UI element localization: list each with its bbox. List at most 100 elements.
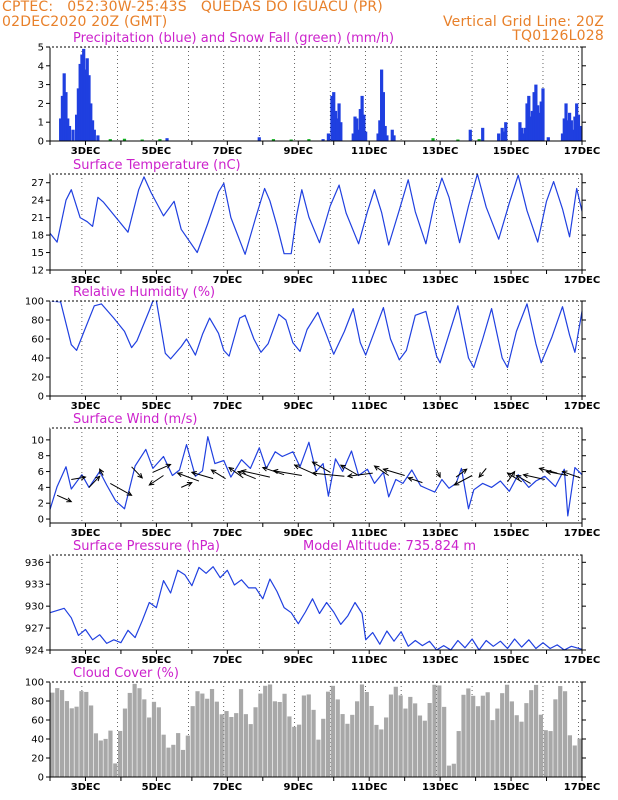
precip-bar bbox=[569, 120, 573, 141]
cloud-bar bbox=[384, 717, 389, 777]
cloud-bar bbox=[495, 708, 500, 777]
y-tick-label: 933 bbox=[25, 580, 44, 591]
precip-bar bbox=[571, 129, 575, 141]
precip-bar bbox=[330, 95, 334, 141]
x-tick-label: 15DEC bbox=[493, 275, 529, 286]
precip-bar bbox=[578, 125, 582, 141]
panel-2: 0 20 40 60 80 100 3DEC 5DEC 7DEC 9DEC 11DEC 13DEC 15… bbox=[25, 285, 600, 412]
wind-arrow bbox=[311, 461, 331, 473]
y-tick-label: 5 bbox=[38, 43, 44, 54]
cloud-bar bbox=[292, 726, 297, 777]
cloud-bar bbox=[567, 735, 573, 777]
precip-bar bbox=[87, 75, 91, 141]
plot-frame bbox=[49, 554, 583, 651]
wind-arrow bbox=[455, 468, 468, 478]
wind-arrow bbox=[506, 472, 522, 483]
x-tick-label: 13DEC bbox=[422, 146, 458, 157]
x-tick-label: 5DEC bbox=[142, 782, 171, 793]
precip-bar bbox=[468, 129, 472, 141]
cloud-bar bbox=[514, 715, 519, 777]
plot-frame bbox=[49, 173, 583, 271]
x-tick-label: 15DEC bbox=[493, 401, 529, 412]
precip-bar bbox=[355, 118, 359, 141]
precip-bar bbox=[339, 122, 343, 141]
cloud-bar bbox=[50, 692, 55, 777]
wind-arrow bbox=[515, 474, 531, 484]
wind-arrow bbox=[190, 471, 214, 480]
cloud-bar bbox=[451, 763, 456, 777]
cloud-bar bbox=[229, 716, 234, 777]
cloud-bar bbox=[379, 729, 384, 777]
y-tick-label: 4 bbox=[38, 61, 44, 72]
y-tick-label: 927 bbox=[25, 624, 44, 635]
cloud-bar bbox=[282, 693, 287, 777]
x-tick-label: 15DEC bbox=[493, 146, 529, 157]
cloud-bar bbox=[267, 684, 273, 777]
cloud-bar bbox=[103, 738, 108, 777]
precip-bar bbox=[75, 114, 79, 141]
panel-title: Surface Wind (m/s) bbox=[73, 412, 197, 427]
cloud-bar bbox=[480, 695, 485, 777]
cloud-bar bbox=[55, 688, 60, 777]
precip-bar bbox=[564, 103, 568, 141]
cloud-bar bbox=[113, 763, 118, 777]
precip-bar bbox=[566, 120, 570, 141]
cloud-bar bbox=[287, 716, 292, 777]
wind-arrow bbox=[522, 473, 545, 480]
cloud-bar bbox=[311, 709, 316, 777]
cloud-bar bbox=[398, 695, 403, 777]
precip-bar bbox=[504, 122, 508, 141]
x-tick-label: 5DEC bbox=[142, 401, 171, 412]
y-tick-label: 0 bbox=[38, 137, 44, 148]
panel-0: 0 1 2 3 4 5 3DEC 5DEC 7DEC 9DEC 11DEC 13DEC 15DEC 17D… bbox=[38, 31, 601, 157]
wind-arrow bbox=[148, 475, 164, 486]
cloud-bar bbox=[219, 714, 224, 777]
precip-bar bbox=[534, 84, 538, 141]
cloud-bar bbox=[98, 740, 103, 777]
precip-bar bbox=[546, 137, 550, 141]
x-tick-label: 3DEC bbox=[71, 401, 100, 412]
wind-arrow bbox=[152, 463, 172, 473]
y-tick-label: 1 bbox=[38, 118, 44, 129]
precip-bar bbox=[83, 69, 88, 141]
precip-bar bbox=[351, 133, 355, 141]
y-tick-label: 2 bbox=[38, 499, 44, 510]
x-tick-label: 5DEC bbox=[142, 528, 171, 539]
precip-bar bbox=[85, 58, 89, 141]
snow-bar bbox=[108, 139, 112, 141]
cloud-bar bbox=[258, 693, 263, 777]
cloud-bar bbox=[272, 701, 277, 777]
cloud-bar bbox=[296, 724, 302, 777]
cloud-bar bbox=[321, 718, 326, 777]
precip-bar bbox=[89, 103, 93, 141]
precip-bar bbox=[380, 69, 384, 141]
cloud-bar bbox=[277, 701, 282, 777]
wind-arrow bbox=[382, 467, 405, 476]
cloud-bar bbox=[108, 730, 113, 777]
cloud-bar bbox=[224, 711, 229, 777]
cloud-bar bbox=[466, 688, 471, 777]
cloud-bar bbox=[553, 699, 558, 777]
wind-arrow bbox=[240, 469, 271, 478]
wind-arrow bbox=[561, 470, 581, 479]
precip-bar bbox=[364, 131, 368, 141]
precip-bar bbox=[66, 118, 70, 141]
cloud-bar bbox=[340, 714, 345, 777]
cloud-bar bbox=[543, 730, 548, 777]
x-tick-label: 17DEC bbox=[564, 528, 600, 539]
snow-bar bbox=[456, 139, 460, 141]
precip-bar bbox=[358, 109, 362, 141]
cloud-bar bbox=[325, 691, 331, 777]
precip-bar bbox=[378, 120, 382, 141]
precip-bar bbox=[385, 135, 389, 141]
cloud-bar bbox=[350, 714, 355, 777]
precip-bar bbox=[502, 131, 506, 141]
wind-arrow bbox=[407, 476, 423, 484]
y-tick-label: 21 bbox=[31, 213, 44, 224]
precip-bar bbox=[333, 110, 338, 141]
snow-bar bbox=[307, 139, 311, 141]
wind-arrow bbox=[88, 475, 101, 488]
cloud-bar bbox=[524, 703, 529, 777]
x-tick-label: 9DEC bbox=[284, 782, 313, 793]
